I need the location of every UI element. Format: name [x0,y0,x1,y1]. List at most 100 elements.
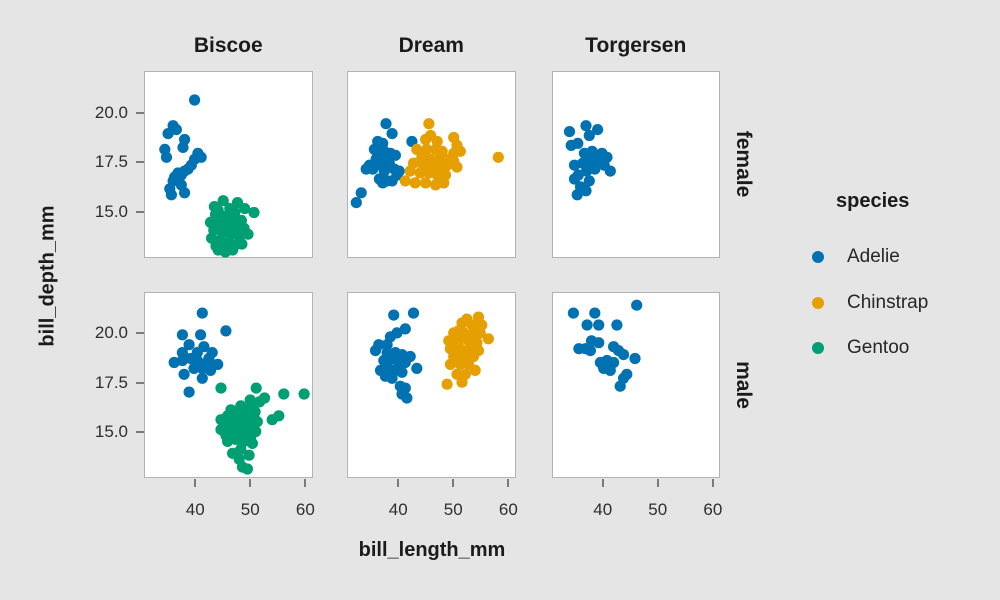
data-point-adelie [189,94,201,106]
data-point-chinstrap [409,177,421,189]
data-point-adelie [195,328,207,340]
data-point-adelie [388,309,400,321]
x-tick-label-60: 60 [498,500,518,519]
x-tick-label-60: 60 [703,500,723,519]
data-point-gentoo [246,437,258,449]
data-point-chinstrap [482,332,494,344]
data-point-adelie [204,364,217,376]
data-point-chinstrap [448,147,460,159]
data-point-adelie [165,189,177,201]
y-tick-mark [136,210,144,213]
data-point-adelie [583,129,595,142]
y-tick-mark [136,431,144,434]
data-point-adelie [386,372,398,384]
x-tick-mark [507,478,510,487]
x-tick-mark [249,478,252,487]
x-tick-mark [711,478,714,487]
y-tick-mark [136,161,144,164]
data-point-chinstrap [474,326,486,338]
data-point-adelie [568,159,580,171]
data-point-adelie [178,368,190,380]
data-point-adelie [567,307,579,319]
scatter-plot-area [159,94,260,258]
scatter-plot-area [350,118,504,209]
data-point-adelie [610,318,622,331]
data-point-adelie [380,118,392,130]
legend-label-gentoo: Gentoo [847,337,910,358]
data-point-gentoo [248,206,260,219]
facet-col-title-biscoe: Biscoe [193,34,263,57]
data-point-gentoo [278,387,290,400]
y-tick-mark [136,381,144,384]
data-point-adelie [399,322,411,334]
scatter-plot-area [567,299,642,392]
x-axis-label: bill_length_mm [358,539,506,561]
x-tick-mark [194,478,197,487]
data-point-gentoo [241,462,253,475]
scatter-plot-area [168,307,310,475]
data-point-gentoo [236,238,248,250]
data-point-adelie [617,348,629,360]
data-point-adelie [386,175,398,187]
data-point-adelie [176,328,188,340]
data-point-adelie [377,177,389,189]
x-tick-mark [452,478,455,487]
data-point-chinstrap [451,161,463,173]
data-point-adelie [588,307,600,319]
data-point-adelie [568,173,580,185]
x-tick-label-60: 60 [295,500,315,519]
data-point-adelie [407,307,420,319]
legend-swatch-gentoo [812,342,824,354]
y-tick-label-20.0: 20.0 [94,102,128,122]
legend-label-chinstrap: Chinstrap [847,291,929,313]
facet-panel-torgersen-female [551,71,720,258]
data-point-gentoo [242,228,254,240]
legend-swatch-chinstrap [812,296,824,309]
x-tick-label-50: 50 [240,500,260,519]
data-point-adelie [162,128,174,140]
facet-col-title-dream: Dream [398,34,464,57]
facet-row-label-female: female [732,130,755,198]
data-point-gentoo [215,382,227,394]
x-tick-label-40: 40 [185,500,205,519]
data-point-adelie [579,185,592,197]
data-point-chinstrap [456,376,468,388]
data-point-adelie [179,187,191,199]
facet-panel-torgersen-male [551,291,720,478]
y-tick-label-15.0: 15.0 [94,422,128,442]
data-point-gentoo [243,449,255,461]
x-tick-mark [397,478,400,487]
data-point-adelie [581,318,593,331]
data-point-gentoo [298,387,310,400]
data-point-chinstrap [454,358,466,370]
facet-panel-dream-male [347,291,516,478]
data-point-adelie [160,151,173,163]
data-point-adelie [168,356,180,368]
data-point-adelie [220,324,232,336]
data-point-gentoo [266,413,278,425]
x-tick-mark [601,478,604,487]
data-point-adelie [389,149,401,161]
x-tick-mark [656,478,659,487]
x-tick-mark [304,478,307,487]
data-point-adelie [592,336,604,348]
data-point-chinstrap [444,358,456,370]
y-tick-label-17.5: 17.5 [94,372,128,392]
data-point-chinstrap [492,151,504,163]
y-tick-label-17.5: 17.5 [94,152,128,172]
data-point-adelie [579,120,592,132]
y-tick-mark [136,111,144,114]
data-point-adelie [196,307,208,319]
data-point-adelie [355,187,367,199]
data-point-adelie [183,338,195,350]
data-point-adelie [604,165,616,177]
data-point-adelie [350,197,362,209]
data-point-adelie [583,175,595,187]
data-point-adelie [183,386,195,398]
data-point-adelie [177,141,189,153]
data-point-adelie [176,346,188,358]
data-point-adelie [592,318,604,331]
facet-panel-biscoe-male [144,291,313,478]
data-point-gentoo [219,246,231,258]
data-point-adelie [580,165,592,177]
